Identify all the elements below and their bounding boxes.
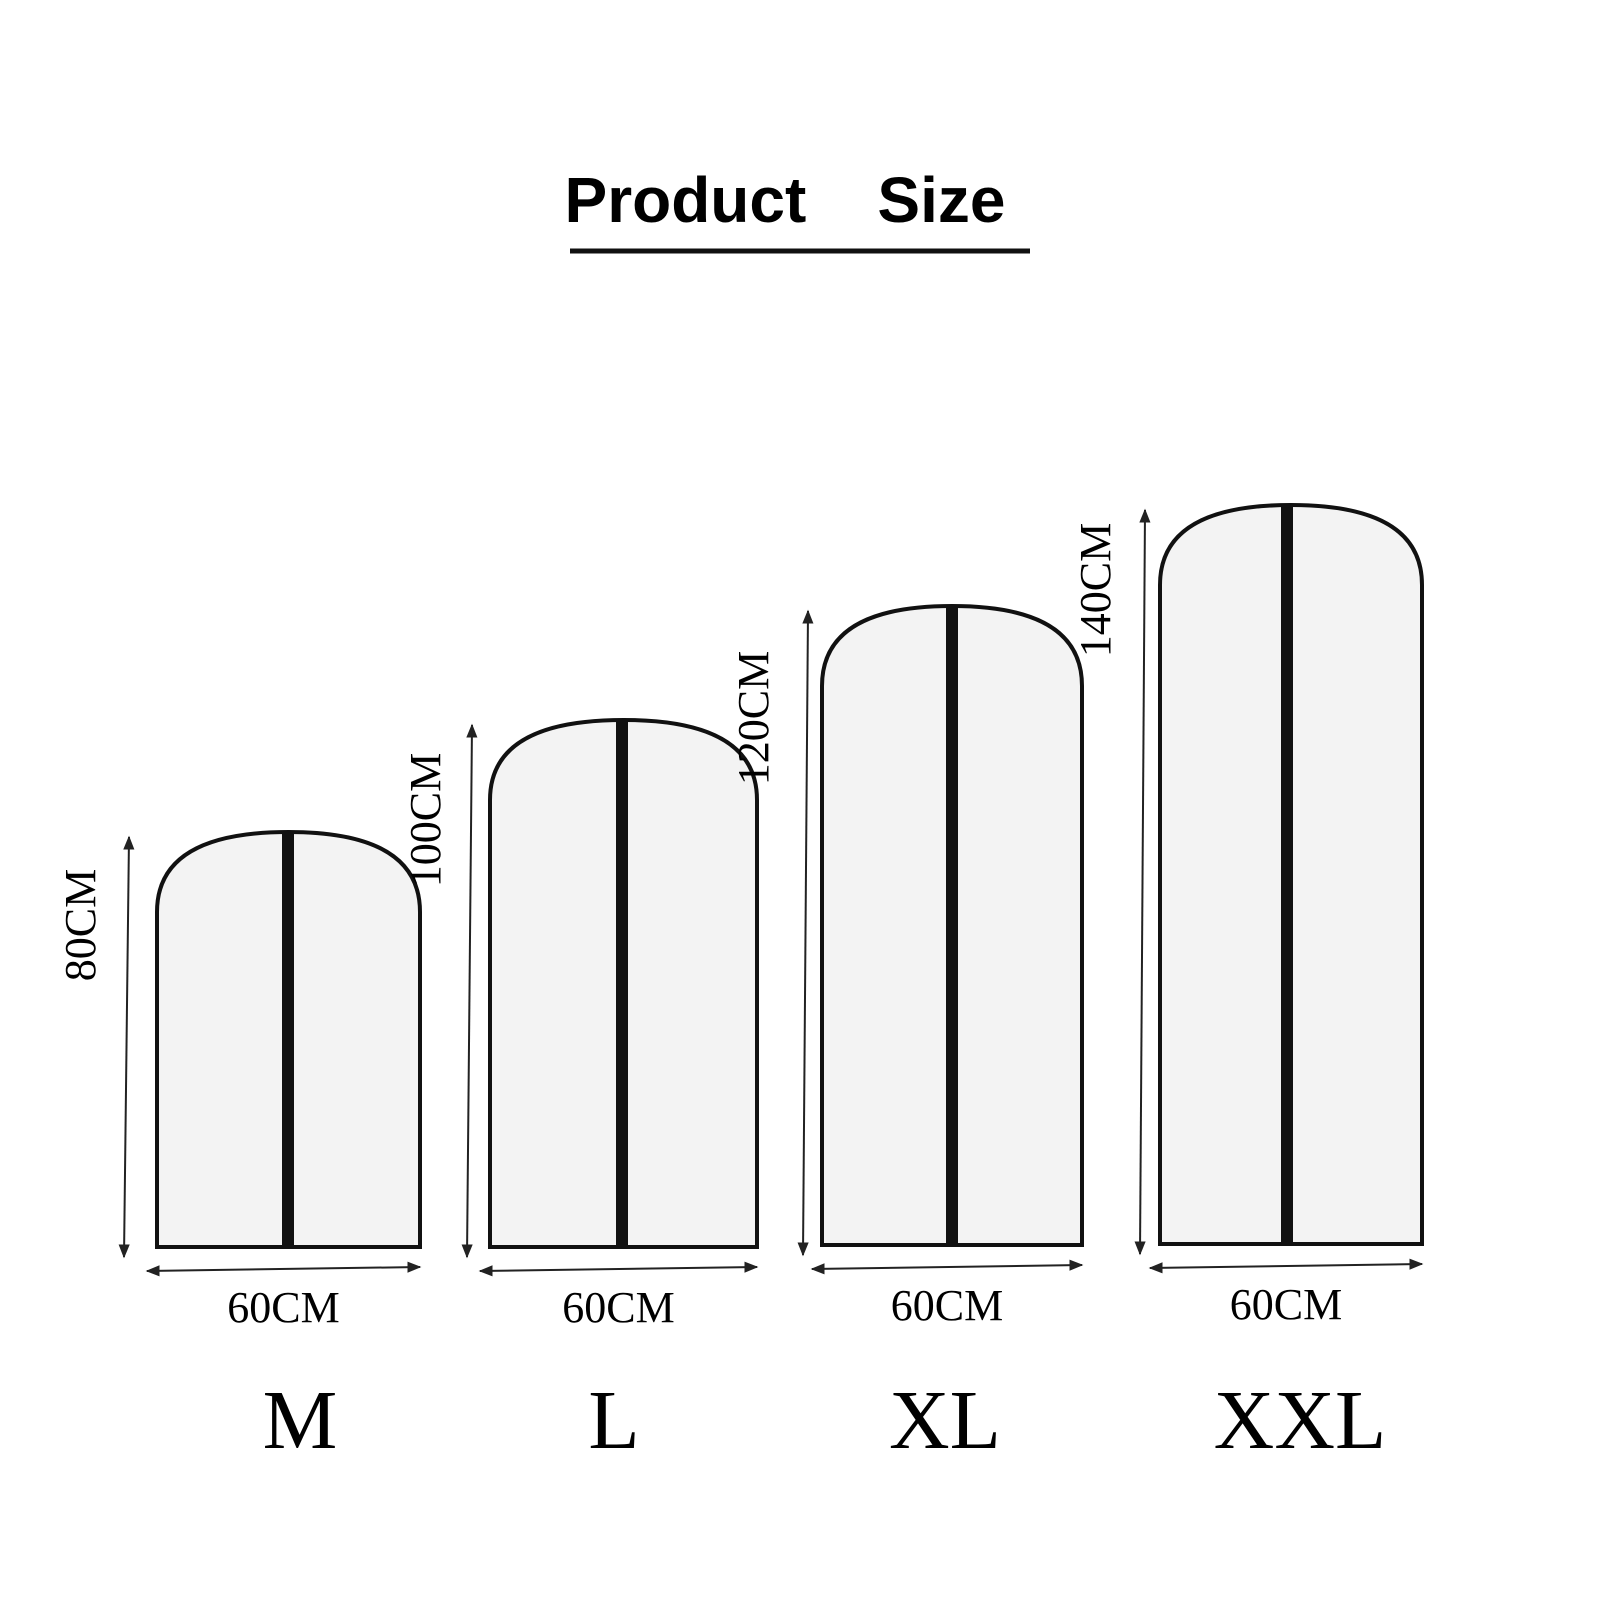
- height-label: 120CM: [729, 651, 778, 785]
- height-label: 140CM: [1071, 523, 1120, 657]
- zipper: [1281, 505, 1293, 1244]
- width-arrow: [1148, 1258, 1424, 1274]
- size-label: XXL: [1214, 1374, 1387, 1467]
- width-arrow: [810, 1259, 1084, 1275]
- title: Product Size: [565, 164, 1006, 236]
- width-label: 60CM: [1230, 1280, 1342, 1329]
- height-arrow: [797, 609, 814, 1257]
- zipper: [616, 720, 628, 1247]
- width-arrow: [145, 1261, 422, 1277]
- height-arrow: [1134, 508, 1151, 1256]
- size-label: M: [263, 1374, 338, 1467]
- width-arrow: [478, 1261, 759, 1277]
- height-arrow: [461, 723, 478, 1259]
- width-label: 60CM: [227, 1283, 339, 1332]
- height-arrow: [118, 835, 135, 1259]
- bags: 80CM 60CM M 100CM 60CM L 120CM 60CM XL 140CM 60CM X…: [56, 502, 1424, 1467]
- size-label: L: [588, 1374, 639, 1467]
- size-label: XL: [889, 1374, 1001, 1467]
- zipper: [946, 606, 958, 1245]
- height-label: 100CM: [401, 753, 450, 887]
- width-label: 60CM: [891, 1281, 1003, 1330]
- width-label: 60CM: [562, 1283, 674, 1332]
- height-label: 80CM: [56, 869, 105, 981]
- zipper: [282, 832, 294, 1247]
